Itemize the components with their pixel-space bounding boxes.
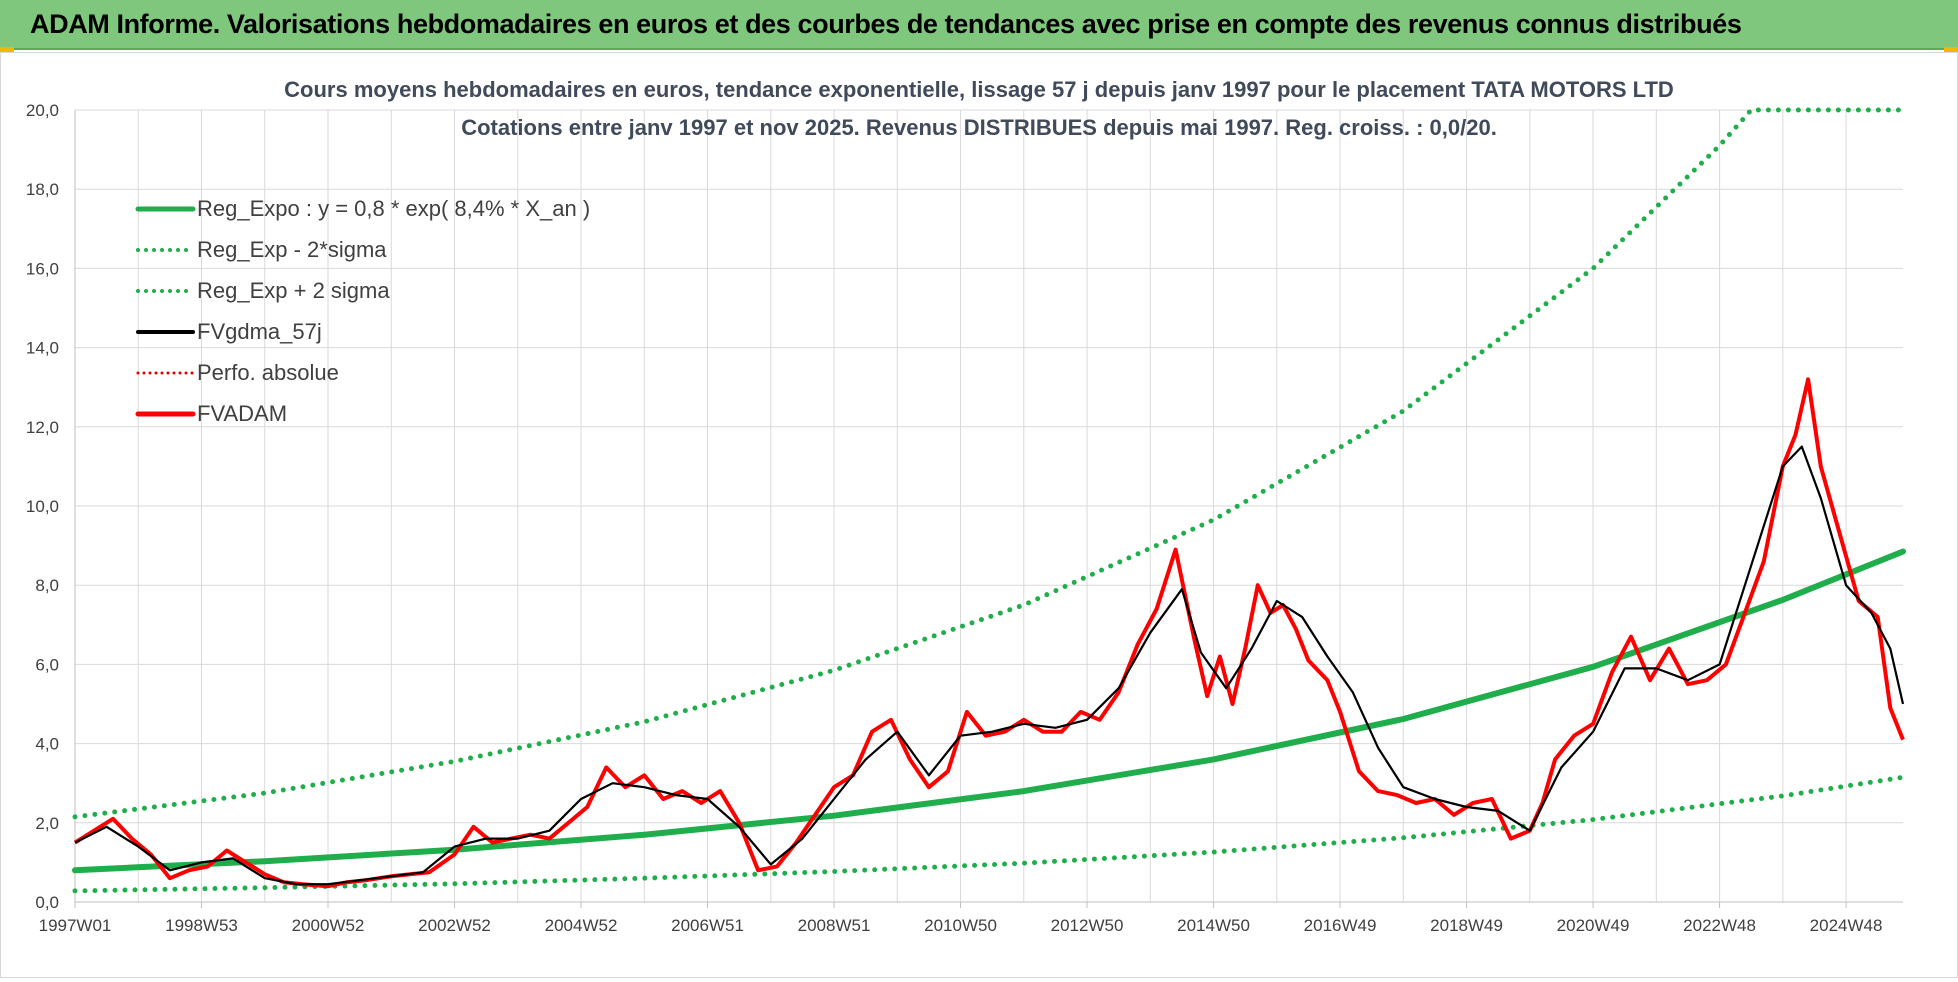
x-tick-label: 2000W52 <box>292 916 365 935</box>
x-tick-label: 2016W49 <box>1304 916 1377 935</box>
title-banner: ADAM Informe. Valorisations hebdomadaire… <box>0 0 1958 50</box>
chart-title: Cours moyens hebdomadaires en euros, ten… <box>284 77 1674 102</box>
legend-label: Perfo. absolue <box>197 360 339 385</box>
y-tick-label: 6,0 <box>35 655 59 674</box>
y-tick-label: 10,0 <box>26 497 59 516</box>
corner-mark-right <box>1944 47 1958 52</box>
legend: Reg_Expo : y = 0,8 * exp( 8,4% * X_an ) R… <box>135 196 590 426</box>
chart-subtitle: Cotations entre janv 1997 et nov 2025. R… <box>461 115 1497 140</box>
y-tick-label: 14,0 <box>26 339 59 358</box>
y-axis-ticks: 0,0 2,0 4,0 6,0 8,0 10,0 12,0 14,0 16,0 18,0 20,0 <box>26 101 59 912</box>
reg-expo-line <box>72 548 1906 874</box>
y-tick-label: 0,0 <box>35 893 59 912</box>
series-layer <box>72 107 1906 894</box>
x-tick-label: 2004W52 <box>545 916 618 935</box>
x-tick-label: 2018W49 <box>1430 916 1503 935</box>
x-tick-label: 2014W50 <box>1177 916 1250 935</box>
chart-svg: 0,02,04,06,08,010,012,014,016,018,020,0 … <box>26 77 1906 935</box>
chart-area: 0,0 2,0 4,0 6,0 8,0 10,0 12,0 14,0 16,0 18,0 20,0 … <box>0 52 1958 978</box>
y-tick-label: 16,0 <box>26 259 59 278</box>
y-tick-label: 12,0 <box>26 418 59 437</box>
y-tick-label: 18,0 <box>26 180 59 199</box>
corner-mark-left <box>0 47 14 52</box>
y-tick-label: 4,0 <box>35 735 59 754</box>
x-tick-label: 2012W50 <box>1051 916 1124 935</box>
legend-label: Reg_Exp + 2 sigma <box>197 278 390 303</box>
fvgdma-57j-line <box>74 445 1905 886</box>
x-tick-label: 2024W48 <box>1810 916 1883 935</box>
legend-label: FVgdma_57j <box>197 319 322 344</box>
x-tick-label: 2006W51 <box>671 916 744 935</box>
x-tick-label: 2010W50 <box>924 916 997 935</box>
reg-exp-minus-2sigma-line <box>72 774 1906 894</box>
reg-exp-plus-2sigma-line <box>72 107 1906 820</box>
legend-label: Reg_Exp - 2*sigma <box>197 237 387 262</box>
x-axis-ticks: 1997W01 1998W53 2000W52 2002W52 2004W52 2006W… <box>39 902 1883 935</box>
x-tick-label: 1997W01 <box>39 916 112 935</box>
x-tick-label: 2008W51 <box>798 916 871 935</box>
y-tick-label: 8,0 <box>35 576 59 595</box>
y-tick-label: 2,0 <box>35 814 59 833</box>
fvadam-line <box>73 377 1905 889</box>
y-tick-label: 20,0 <box>26 101 59 120</box>
legend-label: Reg_Expo : y = 0,8 * exp( 8,4% * X_an ) <box>197 196 590 221</box>
x-tick-label: 2022W48 <box>1683 916 1756 935</box>
legend-label: FVADAM <box>197 401 287 426</box>
x-tick-label: 2020W49 <box>1557 916 1630 935</box>
x-tick-label: 2002W52 <box>418 916 491 935</box>
banner-title: ADAM Informe. Valorisations hebdomadaire… <box>30 9 1742 39</box>
x-tick-label: 1998W53 <box>165 916 238 935</box>
grid <box>74 109 1903 903</box>
